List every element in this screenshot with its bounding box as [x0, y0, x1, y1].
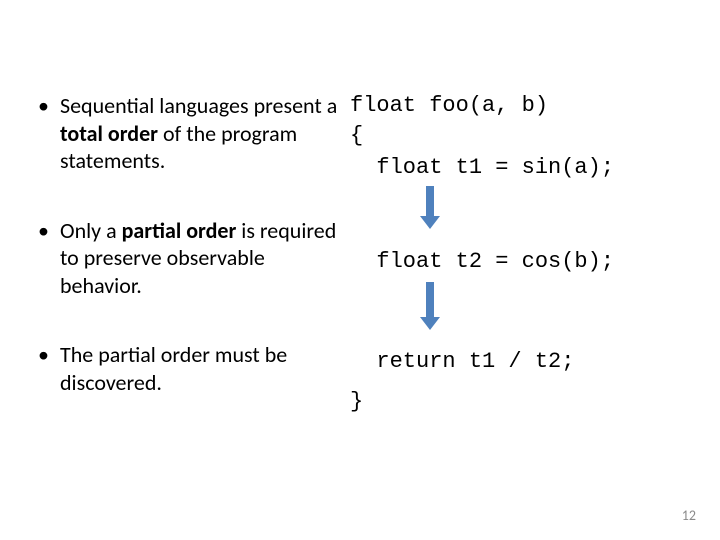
arrow-down-icon: [420, 216, 440, 229]
arrow-1: [420, 186, 440, 229]
code-line-4: float t2 = cos(b);: [350, 248, 614, 277]
arrow-2: [420, 282, 440, 330]
page-number: 12: [682, 507, 696, 524]
bullet-list: Sequential languages present a total ord…: [38, 92, 338, 438]
bullet-1: Sequential languages present a total ord…: [38, 92, 338, 175]
arrow-2-shaft: [426, 282, 434, 317]
code-line-6: }: [350, 388, 363, 417]
bullet-3: The partial order must be discovered.: [38, 341, 338, 396]
arrow-1-shaft: [426, 186, 434, 216]
bullet-2: Only a partial order is required to pres…: [38, 217, 338, 300]
code-line-3: float t1 = sin(a);: [350, 154, 614, 183]
code-block: float foo(a, b) { float t1 = sin(a); flo…: [350, 92, 403, 321]
code-line-2: {: [350, 122, 363, 151]
bullet-1-bold: total order: [60, 120, 158, 147]
bullet-3-text: The partial order must be discovered.: [60, 341, 287, 396]
code-line-1: float foo(a, b): [350, 92, 548, 121]
slide: Sequential languages present a total ord…: [0, 0, 720, 540]
arrow-down-icon: [420, 317, 440, 330]
code-line-5: return t1 / t2;: [350, 348, 574, 377]
bullet-1-text-a: Sequential languages present a: [60, 92, 337, 119]
bullet-2-bold: partial order: [122, 217, 237, 244]
bullet-2-text-a: Only a: [60, 217, 122, 244]
